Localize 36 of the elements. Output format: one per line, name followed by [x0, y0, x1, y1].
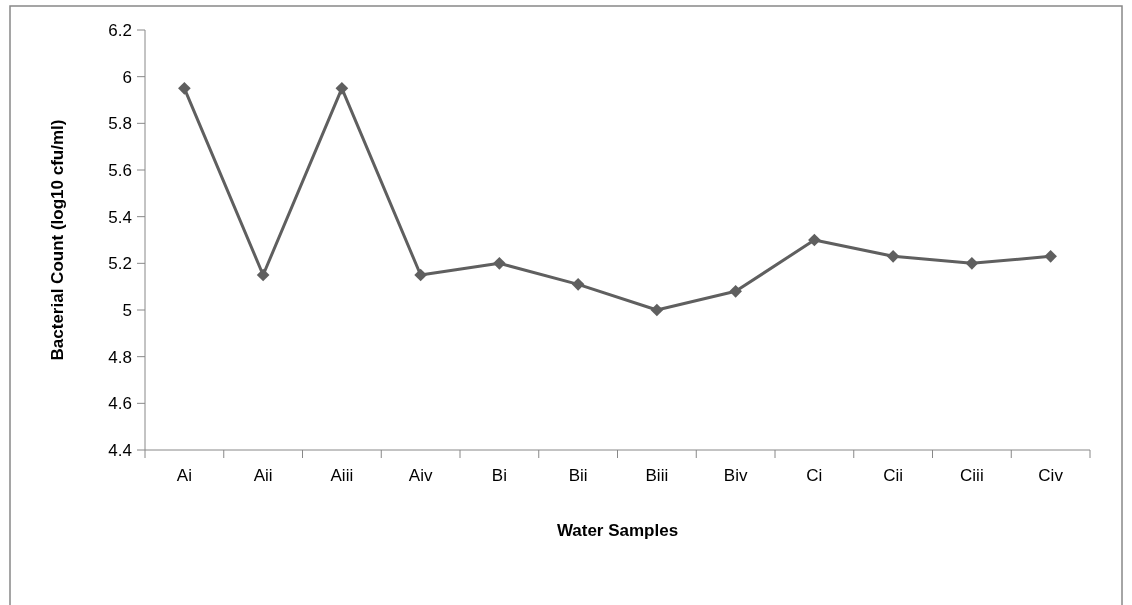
y-tick-label: 4.6 [108, 394, 132, 414]
x-axis-title: Water Samples [556, 521, 679, 540]
x-tick-label: Aii [253, 466, 273, 485]
point [729, 285, 742, 298]
y-axis-title: Bacterial Count (log10 cfu/ml) [48, 119, 67, 361]
point [571, 278, 585, 291]
point [493, 257, 506, 270]
x-tick-label: Bii [568, 466, 588, 485]
x-tick-label: Aiv [408, 466, 433, 485]
x-tick-label: Ciii [960, 466, 984, 485]
x-tick-label: Aiii [330, 466, 354, 485]
x-tick-label: Civ [1038, 466, 1064, 485]
x-tick-label: Biii [645, 466, 669, 485]
y-tick-label: 5 [122, 300, 132, 320]
point [335, 82, 349, 95]
y-tick-label: 6 [122, 67, 132, 87]
y-tick-label: 5.4 [108, 207, 132, 227]
point [808, 233, 821, 247]
x-tick-label: Bi [491, 466, 507, 485]
x-tick-label: Biv [723, 466, 748, 485]
point [256, 268, 270, 282]
x-tick-label: Ci [806, 466, 823, 485]
y-tick-label: 5.2 [108, 254, 132, 274]
y-tick-label: 5.8 [108, 114, 132, 134]
y-tick-label: 4.4 [108, 440, 132, 460]
point [414, 268, 427, 282]
x-tick-label: Ai [176, 466, 192, 485]
x-tick-label: Cii [883, 466, 904, 485]
y-tick-label: 4.8 [108, 347, 132, 367]
point [886, 250, 900, 263]
point [965, 257, 979, 270]
point [178, 82, 191, 95]
point [1044, 250, 1057, 263]
y-tick-label: 6.2 [108, 20, 132, 40]
y-tick-label: 5.6 [108, 160, 132, 180]
point [650, 303, 664, 317]
